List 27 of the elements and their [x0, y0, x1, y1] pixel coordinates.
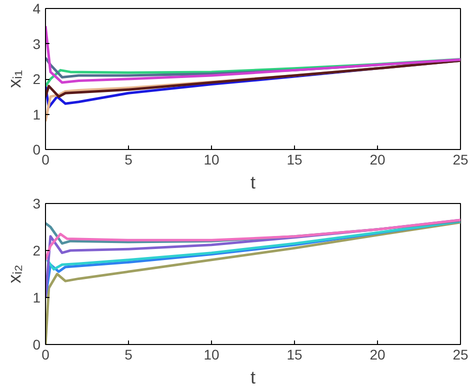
x-tick-label: 25: [452, 152, 468, 168]
y-tick-label: 3: [32, 36, 41, 52]
line-series: [46, 220, 460, 271]
y-tick-label: 3: [32, 196, 41, 212]
y-tick-label: 1: [32, 106, 41, 122]
x-axis-title: t: [250, 172, 256, 192]
y-axis-title: xᵢ₁: [4, 70, 25, 88]
line-series: [46, 218, 460, 262]
line-series: [46, 59, 460, 98]
x-tick-label: 5: [124, 152, 133, 168]
y-tick-label: 1: [32, 290, 41, 306]
x-tick-label: 20: [370, 152, 386, 168]
y-tick-label: 0: [32, 336, 41, 352]
x-axis-title: t: [250, 368, 256, 388]
y-tick-label: 4: [32, 0, 41, 16]
y-tick-label: 2: [32, 242, 41, 258]
x-tick-label: 15: [286, 346, 302, 362]
x-tick-label: 5: [124, 346, 133, 362]
x-tick-label: 20: [370, 346, 386, 362]
x-tick-label: 10: [204, 152, 220, 168]
y-axis-title: xᵢ₂: [4, 264, 25, 284]
x-tick-label: 10: [204, 346, 220, 362]
y-tick-label: 0: [32, 142, 41, 158]
line-series: [46, 24, 460, 84]
x-tick-label: 15: [286, 152, 302, 168]
y-tick-label: 2: [32, 71, 41, 87]
x-tick-label: 25: [452, 346, 468, 362]
